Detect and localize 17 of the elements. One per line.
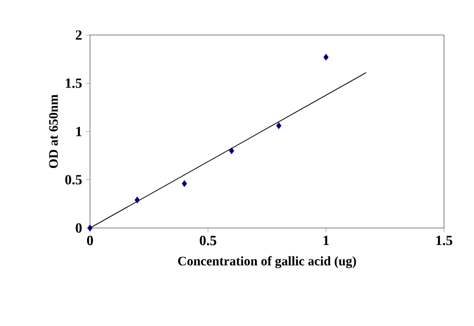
y-tick-label: 2	[76, 30, 82, 40]
point	[182, 180, 188, 187]
x-tick-label: 1	[324, 236, 329, 246]
y-tick-label: 1	[76, 126, 82, 136]
y-axis-title: OD at 650nm	[49, 94, 58, 168]
x-axis-title: Concentration of gallic acid (ug)	[178, 256, 356, 268]
point	[134, 196, 140, 204]
y-tick-label: 1.5	[66, 78, 82, 88]
x-tick-label: 0	[87, 236, 93, 246]
x-tick-label: 1.5	[436, 236, 452, 246]
y-tick-label: 0	[76, 223, 82, 233]
point	[87, 224, 93, 232]
point	[276, 122, 282, 130]
point	[323, 54, 329, 61]
point	[229, 147, 234, 154]
x-tick-label: 0.5	[200, 236, 216, 246]
y-tick-label: 0.5	[65, 174, 82, 184]
